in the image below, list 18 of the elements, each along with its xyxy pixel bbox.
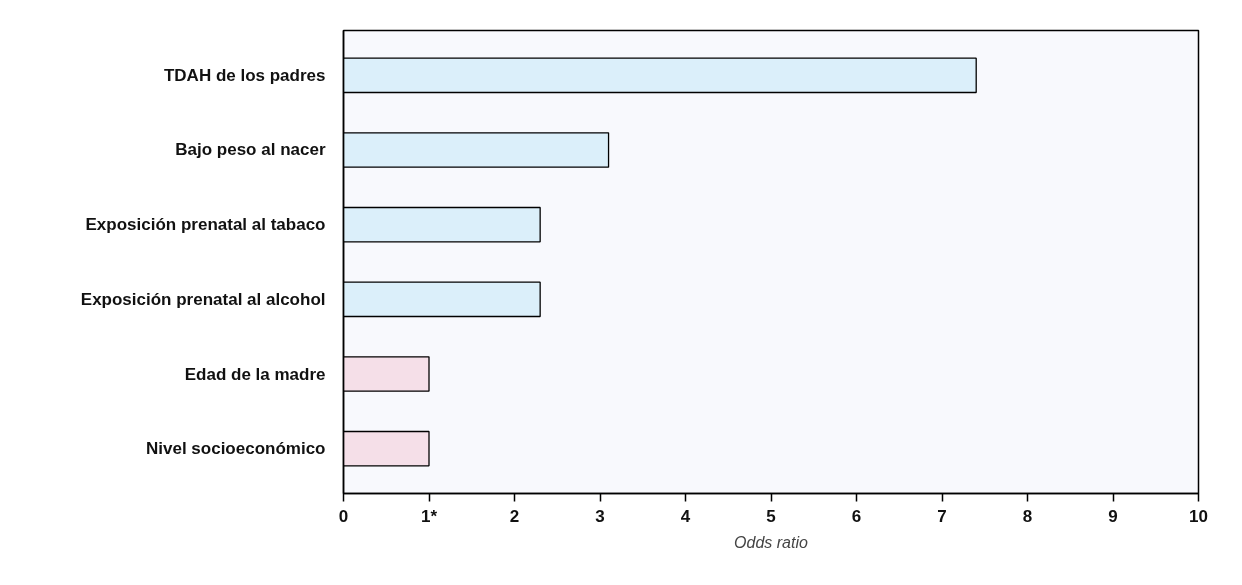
x-tick-label: 5 — [766, 506, 776, 526]
x-tick-label: 1* — [420, 506, 438, 526]
x-tick-label: 10 — [1189, 506, 1208, 526]
y-tick-label: Exposición prenatal al alcohol — [80, 289, 326, 309]
y-tick-label: Nivel socioeconómico — [146, 439, 326, 459]
x-axis-title: Odds ratio — [734, 533, 809, 551]
x-tick-label: 4 — [680, 506, 691, 526]
x-tick-label: 8 — [1022, 506, 1033, 526]
y-tick-label: Exposición prenatal al tabaco — [85, 215, 326, 235]
x-tick-label: 7 — [937, 506, 947, 526]
x-tick-label: 3 — [595, 506, 605, 526]
x-tick-label: 2 — [509, 506, 520, 526]
y-tick-label: Edad de la madre — [184, 364, 326, 384]
y-tick-label: Bajo peso al nacer — [175, 140, 326, 160]
x-tick-label: 0 — [338, 506, 349, 526]
x-tick-label: 9 — [1108, 506, 1118, 526]
y-tick-label: TDAH de los padres — [163, 65, 326, 85]
x-tick-label: 6 — [851, 506, 862, 526]
